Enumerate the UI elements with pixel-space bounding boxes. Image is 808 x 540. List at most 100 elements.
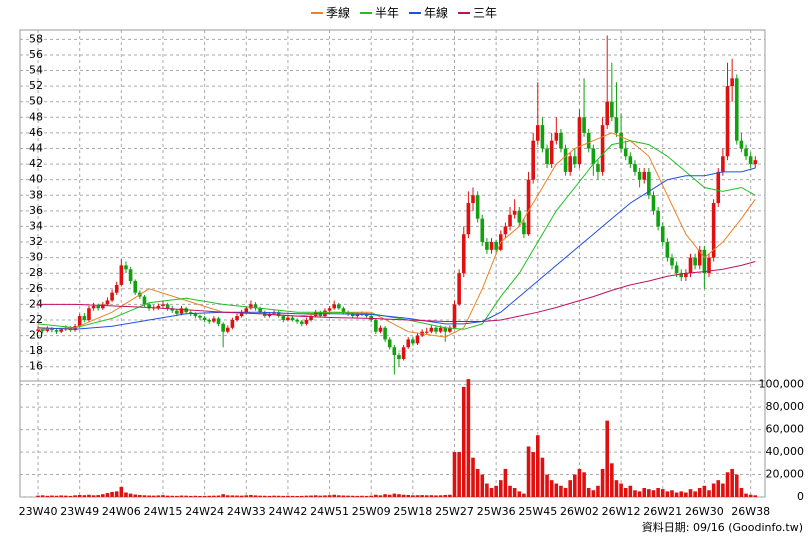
candle-body	[526, 179, 531, 235]
candle-body	[660, 226, 665, 243]
candle-body	[438, 327, 443, 332]
volume-bar	[707, 490, 711, 497]
candle-body	[434, 327, 438, 332]
candle-body	[739, 140, 744, 149]
legend-swatch	[458, 11, 471, 14]
candle-body	[128, 269, 133, 282]
candle-body	[485, 242, 489, 250]
candle-body	[503, 226, 508, 235]
volume-tick-label: 80,000	[766, 400, 805, 413]
volume-bar	[374, 494, 378, 497]
volume-bar	[522, 493, 526, 497]
candle-body	[235, 316, 239, 320]
volume-bar	[628, 485, 633, 497]
candle-body	[461, 234, 466, 274]
volume-bar	[582, 472, 586, 497]
candle-body	[725, 86, 730, 157]
candle-body	[105, 300, 110, 305]
volume-bar	[304, 495, 309, 497]
volume-bar	[438, 495, 443, 497]
volume-bar	[73, 495, 77, 497]
volume-bar	[253, 495, 258, 497]
volume-bar	[517, 491, 522, 497]
volume-tick-label: 0	[797, 490, 804, 503]
candle-body	[637, 171, 642, 180]
volume-bar	[350, 495, 355, 497]
volume-bar	[702, 485, 707, 497]
x-tick-label: 26W38	[731, 505, 770, 518]
volume-bar	[512, 488, 517, 497]
candle-body	[568, 156, 572, 172]
candle-body	[383, 327, 387, 340]
candle-body	[387, 339, 392, 348]
volume-bar	[448, 494, 452, 497]
volume-bar	[142, 495, 147, 497]
volume-bar	[559, 485, 563, 497]
volume-bar	[549, 480, 554, 497]
candle-body	[684, 273, 688, 278]
candle-body	[221, 323, 225, 332]
candle-body	[591, 148, 596, 165]
volume-bar	[184, 495, 188, 497]
candle-body	[647, 171, 651, 196]
volume-bar	[114, 491, 119, 497]
volume-bar	[614, 480, 619, 497]
x-tick-label: 24W33	[227, 505, 266, 518]
y-tick-label: 44	[29, 141, 43, 154]
volume-bar	[179, 495, 184, 497]
volume-bar	[610, 463, 614, 497]
volume-bar	[475, 468, 480, 497]
volume-bar	[660, 489, 665, 497]
x-tick-label: 26W12	[602, 505, 641, 518]
volume-bar	[138, 494, 142, 497]
x-tick-label: 26W30	[685, 505, 724, 518]
candle-body	[161, 304, 165, 306]
candle-body	[258, 308, 262, 313]
candle-body	[540, 125, 545, 149]
volume-bar	[230, 495, 235, 497]
y-tick-label: 46	[29, 126, 43, 139]
volume-bar	[535, 435, 540, 497]
volume-bar	[619, 483, 623, 497]
candle-body	[619, 132, 623, 149]
volume-bar	[753, 495, 758, 497]
volume-bar	[443, 494, 448, 497]
candle-body	[563, 148, 568, 172]
candle-body	[300, 321, 304, 324]
candle-body	[406, 339, 411, 348]
volume-bar	[721, 483, 725, 497]
candle-body	[295, 319, 299, 322]
candle-body	[59, 329, 63, 332]
legend-label: 半年	[374, 6, 399, 20]
candle-body	[596, 164, 600, 172]
moving-average-line	[37, 140, 756, 330]
legend-item: 年線	[409, 4, 448, 21]
volume-bar	[295, 495, 299, 497]
volume-bar	[503, 468, 508, 497]
candle-body	[600, 125, 605, 172]
volume-bar	[225, 495, 230, 497]
volume-bar	[494, 485, 498, 497]
volume-bar	[401, 494, 406, 497]
volume-bar	[526, 446, 531, 497]
volume-bar	[82, 495, 87, 497]
volume-bar	[508, 485, 512, 497]
x-tick-label: 23W49	[60, 505, 99, 518]
volume-bar	[258, 495, 262, 497]
plot-frame	[19, 29, 766, 498]
moving-average-line	[38, 261, 756, 322]
candle-body	[628, 156, 633, 165]
volume-bar	[262, 495, 267, 497]
candle-body	[448, 327, 452, 332]
moving-average-line	[37, 167, 756, 330]
volume-bar	[725, 472, 730, 497]
candle-body	[77, 316, 82, 327]
candle-body	[674, 265, 679, 274]
volume-bar	[216, 495, 221, 497]
candle-body	[87, 308, 91, 320]
candle-body	[730, 78, 734, 87]
legend-item: 季線	[310, 4, 350, 21]
candle-body	[424, 331, 429, 333]
volume-bar	[489, 488, 494, 497]
volume-bar	[406, 494, 411, 497]
